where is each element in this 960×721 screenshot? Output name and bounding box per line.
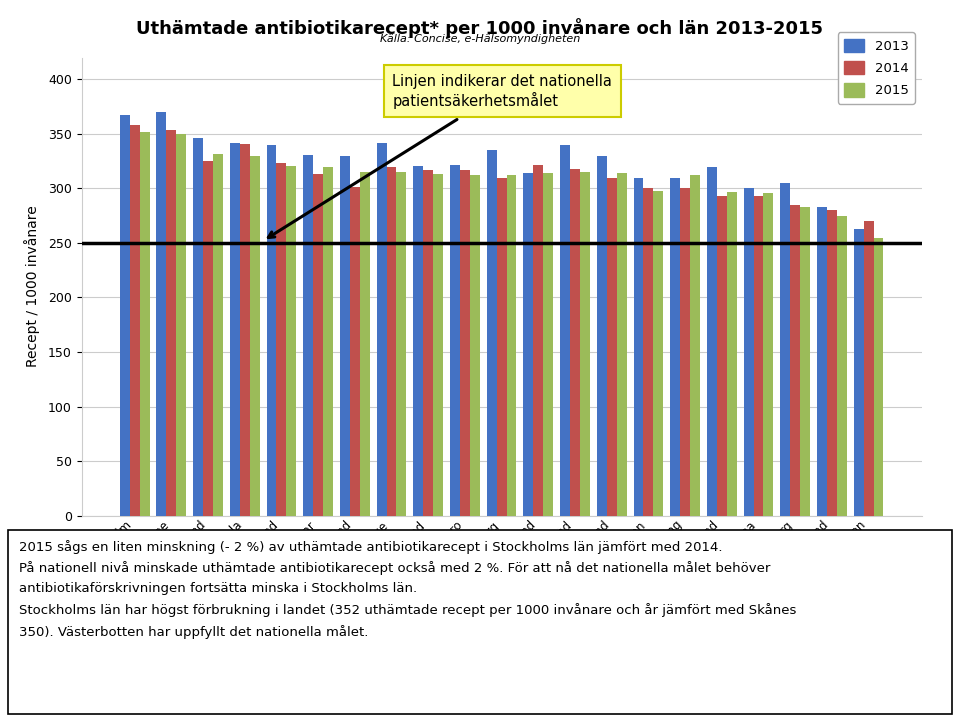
Bar bbox=[396, 172, 406, 516]
Text: Linjen indikerar det nationella
patientsäkerhetsmålet: Linjen indikerar det nationella patients… bbox=[269, 74, 612, 237]
Bar bbox=[240, 143, 250, 516]
Bar bbox=[543, 173, 553, 516]
Bar bbox=[213, 154, 223, 516]
Bar bbox=[634, 177, 643, 516]
Bar bbox=[534, 164, 543, 516]
Bar bbox=[670, 177, 680, 516]
Bar bbox=[727, 192, 736, 516]
Bar bbox=[580, 172, 589, 516]
Bar bbox=[324, 167, 333, 516]
Bar bbox=[616, 173, 627, 516]
Text: *J01 exkl metenamin: *J01 exkl metenamin bbox=[804, 650, 922, 660]
Bar bbox=[707, 167, 717, 516]
Bar bbox=[156, 112, 166, 516]
Text: 2015 sågs en liten minskning (- 2 %) av uthämtade antibiotikarecept i Stockholms: 2015 sågs en liten minskning (- 2 %) av … bbox=[19, 540, 797, 639]
Bar bbox=[433, 174, 444, 516]
Bar bbox=[423, 170, 433, 516]
Bar bbox=[177, 134, 186, 516]
Bar bbox=[744, 188, 754, 516]
Bar bbox=[790, 205, 800, 516]
Text: Uthämtade antibiotikarecept* per 1000 invånare och län 2013-2015: Uthämtade antibiotikarecept* per 1000 in… bbox=[136, 18, 824, 38]
Bar bbox=[130, 125, 139, 516]
Bar bbox=[387, 167, 396, 516]
Bar bbox=[313, 174, 324, 516]
Bar bbox=[204, 162, 213, 516]
Bar bbox=[523, 173, 534, 516]
Bar bbox=[507, 175, 516, 516]
Bar bbox=[276, 164, 286, 516]
Bar bbox=[286, 166, 297, 516]
Bar bbox=[229, 143, 240, 516]
Bar bbox=[800, 207, 810, 516]
Bar bbox=[853, 229, 864, 516]
Bar bbox=[817, 207, 827, 516]
Bar bbox=[267, 145, 276, 516]
Bar bbox=[643, 188, 654, 516]
Bar bbox=[120, 115, 130, 516]
Bar bbox=[570, 169, 580, 516]
Bar bbox=[303, 155, 313, 516]
Bar bbox=[597, 156, 607, 516]
Bar bbox=[340, 156, 349, 516]
Bar bbox=[360, 172, 370, 516]
Bar bbox=[780, 183, 790, 516]
Bar bbox=[864, 221, 874, 516]
Bar bbox=[450, 164, 460, 516]
Bar bbox=[837, 216, 847, 516]
Bar bbox=[654, 190, 663, 516]
Bar bbox=[754, 196, 763, 516]
Bar bbox=[193, 138, 204, 516]
Bar bbox=[460, 170, 469, 516]
Bar bbox=[690, 175, 700, 516]
Bar bbox=[487, 151, 496, 516]
Bar bbox=[376, 143, 387, 516]
Bar bbox=[496, 177, 507, 516]
Bar bbox=[717, 196, 727, 516]
Bar bbox=[827, 211, 837, 516]
Bar bbox=[250, 156, 259, 516]
Bar bbox=[763, 193, 774, 516]
Bar bbox=[414, 166, 423, 516]
FancyBboxPatch shape bbox=[8, 530, 952, 714]
Y-axis label: Recept / 1000 invånare: Recept / 1000 invånare bbox=[24, 205, 39, 368]
Bar bbox=[166, 130, 177, 516]
Legend: 2013, 2014, 2015: 2013, 2014, 2015 bbox=[837, 32, 915, 104]
Bar bbox=[607, 177, 616, 516]
Bar bbox=[139, 132, 150, 516]
Bar bbox=[469, 175, 480, 516]
Bar bbox=[874, 237, 883, 516]
Bar bbox=[349, 187, 360, 516]
Text: Källa: Concise, e-Hälsomyndigheten: Källa: Concise, e-Hälsomyndigheten bbox=[380, 34, 580, 44]
Bar bbox=[680, 188, 690, 516]
Bar bbox=[560, 145, 570, 516]
